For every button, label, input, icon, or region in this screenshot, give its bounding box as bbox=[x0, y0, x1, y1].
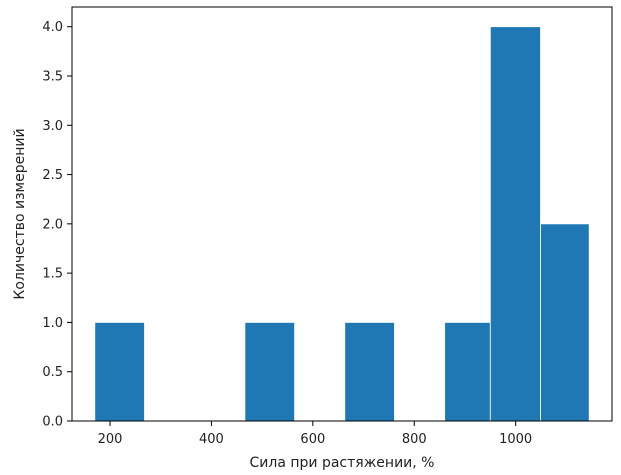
x-axis-label: Сила при растяжении, % bbox=[250, 455, 435, 471]
y-tick-label: 0.5 bbox=[42, 365, 63, 380]
x-tick-label: 600 bbox=[300, 432, 325, 447]
histogram-bar-5 bbox=[344, 322, 395, 422]
x-tick-label: 400 bbox=[199, 432, 224, 447]
x-tick-label: 1000 bbox=[499, 432, 532, 447]
y-tick-label: 4.0 bbox=[42, 20, 63, 35]
x-tick-label: 200 bbox=[98, 432, 123, 447]
y-tick-label: 3.5 bbox=[42, 70, 63, 85]
histogram-bar-3 bbox=[244, 322, 295, 422]
plot-frame bbox=[71, 6, 613, 422]
histogram-bar-9 bbox=[540, 223, 590, 422]
y-tick-label: 3.0 bbox=[42, 119, 63, 134]
x-tick-label: 800 bbox=[402, 432, 427, 447]
y-tick-label: 2.0 bbox=[42, 217, 63, 232]
y-tick-label: 2.5 bbox=[42, 168, 63, 183]
histogram-bars bbox=[94, 26, 590, 422]
y-tick-label: 1.0 bbox=[42, 316, 63, 331]
y-tick-label: 0.0 bbox=[42, 415, 63, 430]
histogram-bar-7 bbox=[444, 322, 491, 422]
x-axis-ticks: 200 400 600 800 1000 bbox=[98, 421, 532, 447]
y-axis-ticks: 0.0 0.5 1.0 1.5 2.0 2.5 3.0 3.5 4.0 bbox=[42, 20, 72, 430]
histogram-bar-8 bbox=[489, 26, 541, 422]
y-tick-label: 1.5 bbox=[42, 267, 63, 282]
y-axis-label: Количество измерений bbox=[12, 128, 28, 299]
histogram-bar-0 bbox=[94, 322, 145, 422]
